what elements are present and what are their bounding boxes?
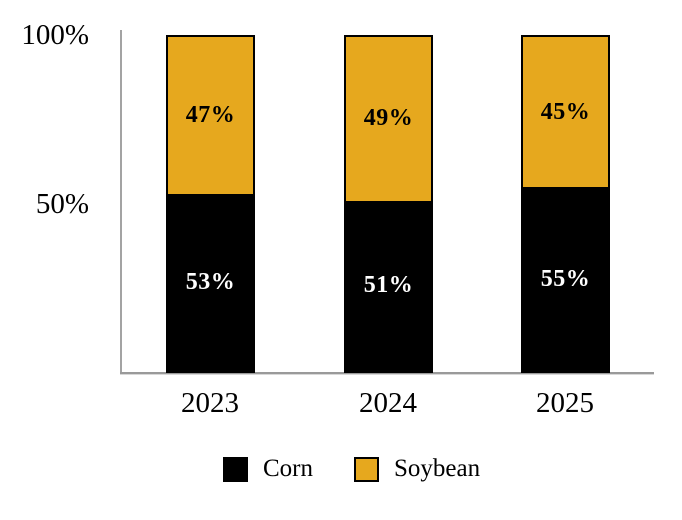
corn-value-label: 53% bbox=[185, 268, 236, 295]
legend-item-corn: Corn bbox=[223, 455, 313, 482]
soybean-segment: 47% bbox=[168, 37, 253, 194]
x-axis-line bbox=[120, 372, 654, 374]
corn-value-label: 55% bbox=[540, 265, 591, 292]
corn-swatch bbox=[223, 456, 248, 482]
legend-item-soybean: Soybean bbox=[354, 455, 481, 482]
legend-label-soybean: Soybean bbox=[394, 455, 481, 482]
soybean-segment: 45% bbox=[523, 37, 608, 188]
soybean-value-label: 45% bbox=[540, 98, 591, 125]
corn-segment: 53% bbox=[168, 193, 253, 371]
corn-value-label: 51% bbox=[363, 272, 414, 299]
bar-2023: 47% 53% bbox=[166, 35, 255, 373]
soybean-value-label: 49% bbox=[363, 105, 414, 132]
y-tick-label: 100% bbox=[21, 19, 89, 51]
soybean-value-label: 47% bbox=[185, 101, 236, 128]
x-tick-label: 2023 bbox=[181, 387, 239, 419]
legend-label-corn: Corn bbox=[263, 455, 313, 482]
y-axis-line bbox=[120, 30, 122, 374]
bar-2025: 45% 55% bbox=[521, 35, 610, 373]
bar-2024: 49% 51% bbox=[344, 35, 433, 373]
y-tick-label: 50% bbox=[35, 188, 89, 220]
x-tick-label: 2024 bbox=[359, 387, 417, 419]
corn-segment: 51% bbox=[346, 200, 431, 371]
corn-segment: 55% bbox=[523, 187, 608, 371]
x-tick-label: 2025 bbox=[536, 387, 594, 419]
soybean-segment: 49% bbox=[346, 37, 431, 201]
soybean-swatch bbox=[354, 456, 379, 482]
